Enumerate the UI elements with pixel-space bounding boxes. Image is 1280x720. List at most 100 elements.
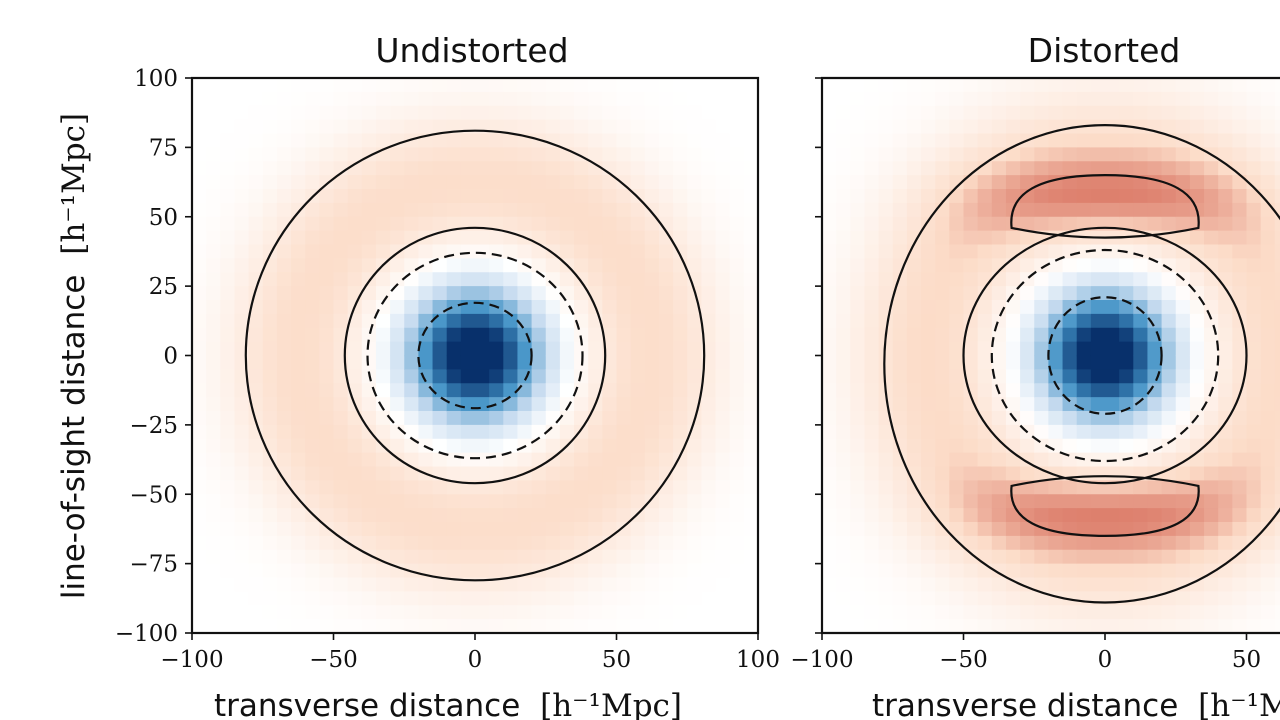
heatmap-cell (545, 202, 561, 218)
heatmap-cell (822, 383, 837, 398)
heatmap-cell (1260, 438, 1276, 454)
heatmap-cell (503, 397, 519, 412)
heatmap-cell (864, 549, 880, 565)
heatmap-cell (404, 258, 419, 273)
heatmap-cell (517, 147, 533, 162)
heatmap-cell (602, 272, 618, 287)
heatmap-cell (715, 494, 731, 509)
x-axis-unit-distorted: [h⁻¹Mpc] (1198, 688, 1280, 720)
heatmap-cell (276, 452, 292, 468)
heatmap-cell (1232, 105, 1248, 121)
heatmap-cell (1133, 535, 1149, 551)
heatmap-cell (673, 591, 688, 606)
heatmap-cell (192, 258, 207, 273)
heatmap-cell (1274, 522, 1280, 537)
heatmap-cell (630, 202, 646, 218)
heatmap-cell (1260, 313, 1276, 329)
heatmap-cell (715, 300, 731, 315)
heatmap-cell (616, 300, 632, 315)
heatmap-cell (687, 327, 702, 343)
heatmap-cell (602, 189, 618, 204)
heatmap-cell (630, 549, 646, 565)
heatmap-cell (489, 535, 504, 551)
heatmap-cell (1005, 216, 1021, 232)
heatmap-cell (1218, 189, 1233, 204)
heatmap-cell (446, 605, 462, 620)
heatmap-cell (545, 272, 561, 287)
heatmap-cell (963, 549, 979, 565)
heatmap-cell (1076, 91, 1092, 107)
heatmap-cell (1076, 424, 1092, 440)
heatmap-cell (644, 563, 660, 579)
heatmap-cell (446, 383, 462, 398)
heatmap-cell (1246, 383, 1262, 398)
heatmap-cell (432, 327, 448, 343)
heatmap-cell (404, 522, 419, 537)
heatmap-cell (489, 522, 504, 537)
heatmap-cell (977, 411, 993, 426)
heatmap-cell (1105, 619, 1120, 633)
heatmap-cell (850, 508, 866, 523)
heatmap-cell (836, 549, 851, 565)
heatmap-cell (1246, 202, 1262, 218)
heatmap-cell (432, 591, 448, 606)
heatmap-cell (588, 480, 603, 495)
heatmap-cells-undistorted (192, 78, 758, 633)
heatmap-cell (276, 230, 292, 246)
heatmap-cell (743, 577, 758, 592)
heatmap-cell (1119, 480, 1134, 495)
heatmap-cell (460, 244, 476, 259)
heatmap-cell (630, 452, 646, 468)
heatmap-cell (1274, 133, 1280, 148)
heatmap-cell (192, 494, 207, 509)
heatmap-cell (517, 480, 533, 495)
heatmap-cell (1260, 258, 1276, 273)
heatmap-cell (616, 161, 632, 176)
heatmap-cell (347, 369, 363, 384)
heatmap-cell (475, 619, 490, 633)
heatmap-cell (1218, 161, 1233, 176)
heatmap-cell (1062, 244, 1078, 259)
heatmap-cell (545, 549, 561, 565)
heatmap-cell (836, 119, 851, 135)
heatmap-cell (1020, 189, 1035, 204)
heatmap-cell (935, 313, 950, 329)
heatmap-cell (1204, 466, 1219, 481)
heatmap-cell (630, 466, 646, 481)
heatmap-cell (743, 452, 758, 468)
heatmap-cell (822, 369, 837, 384)
heatmap-cell (489, 78, 504, 93)
heatmap-cell (1034, 480, 1049, 495)
heatmap-cell (1048, 161, 1064, 176)
heatmap-cell (864, 313, 880, 329)
heatmap-cell (836, 619, 851, 633)
heatmap-cell (192, 522, 207, 537)
heatmap-cell (977, 147, 993, 162)
heatmap-cells-distorted (822, 78, 1280, 633)
heatmap-cell (432, 258, 448, 273)
heatmap-cell (1161, 244, 1177, 259)
heatmap-cell (630, 341, 646, 357)
y-tick-label: 25 (149, 274, 178, 300)
heatmap-cell (1189, 563, 1205, 579)
heatmap-cell (630, 286, 646, 301)
heatmap-cell (1246, 327, 1262, 343)
heatmap-cell (1232, 341, 1248, 357)
heatmap-cell (234, 286, 250, 301)
heatmap-cell (404, 383, 419, 398)
heatmap-cell (1161, 105, 1177, 121)
heatmap-cell (1218, 341, 1233, 357)
heatmap-cell (531, 175, 547, 190)
heatmap-cell (305, 161, 320, 176)
heatmap-cell (291, 619, 306, 633)
heatmap-cell (658, 313, 674, 329)
heatmap-cell (220, 216, 236, 232)
heatmap-cell (1133, 411, 1149, 426)
heatmap-cell (489, 161, 504, 176)
heatmap-cell (1147, 244, 1163, 259)
heatmap-cell (1147, 78, 1163, 93)
heatmap-cell (1105, 91, 1120, 107)
heatmap-cell (559, 369, 575, 384)
heatmap-cell (616, 563, 632, 579)
heatmap-cell (446, 452, 462, 468)
